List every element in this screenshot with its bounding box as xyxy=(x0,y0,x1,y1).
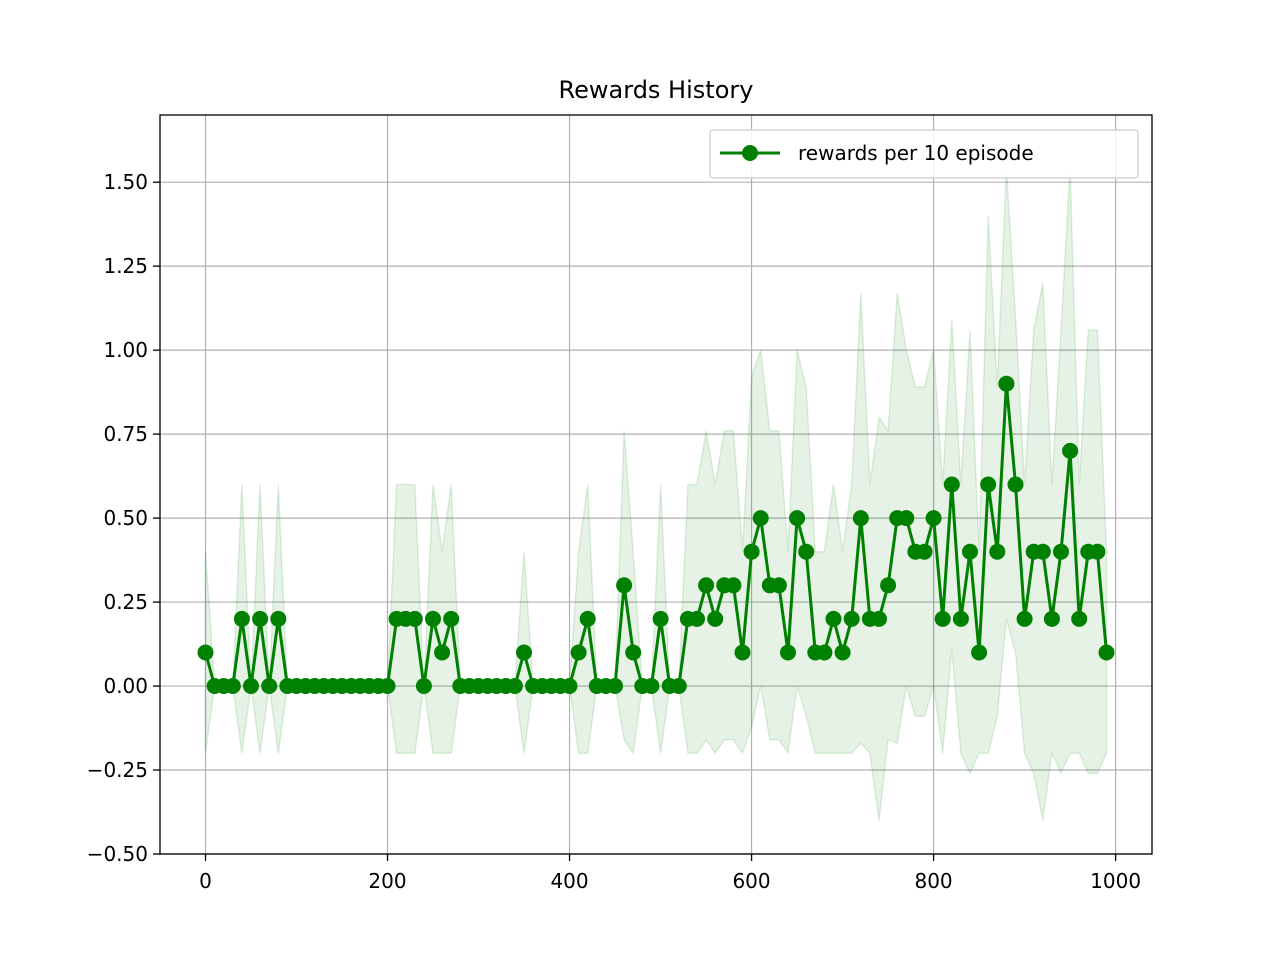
data-point xyxy=(925,510,942,527)
data-point xyxy=(752,510,769,527)
x-tick-label: 600 xyxy=(732,869,770,893)
data-point xyxy=(780,644,796,661)
data-point xyxy=(406,610,423,627)
data-point xyxy=(443,610,460,627)
data-point xyxy=(998,375,1015,392)
data-point xyxy=(233,610,250,627)
data-point xyxy=(725,577,742,594)
y-tick-label: −0.50 xyxy=(87,842,148,866)
data-point xyxy=(989,543,1006,560)
y-tick-label: 0.25 xyxy=(103,590,148,614)
data-point xyxy=(506,678,523,694)
data-point xyxy=(916,543,933,560)
data-point xyxy=(898,510,915,527)
data-point xyxy=(834,644,851,661)
data-point xyxy=(625,644,642,661)
data-point xyxy=(561,678,578,694)
data-point xyxy=(1098,644,1115,661)
data-point xyxy=(962,543,978,560)
chart-title: Rewards History xyxy=(559,76,754,104)
legend-box xyxy=(709,129,1139,179)
x-tick-label: 200 xyxy=(368,869,406,893)
y-tick-label: 0.00 xyxy=(103,674,148,698)
data-point xyxy=(789,510,806,527)
data-point xyxy=(579,610,596,627)
data-point xyxy=(798,543,815,560)
y-tick-label: 1.00 xyxy=(103,338,148,362)
data-point xyxy=(871,610,887,627)
data-point xyxy=(197,644,214,661)
data-point xyxy=(816,644,833,661)
data-point xyxy=(1062,442,1079,459)
data-point xyxy=(1034,543,1051,560)
x-tick-label: 800 xyxy=(914,869,952,893)
data-point xyxy=(652,610,669,627)
y-tick-label: 0.50 xyxy=(103,506,148,530)
data-point xyxy=(707,610,724,627)
data-point xyxy=(770,577,787,594)
data-point xyxy=(852,510,869,527)
data-point xyxy=(270,610,287,627)
y-tick-label: 1.25 xyxy=(103,254,148,278)
data-point xyxy=(734,644,751,661)
y-tick-label: 1.50 xyxy=(103,170,148,194)
data-point xyxy=(1089,543,1106,560)
data-point xyxy=(880,577,897,594)
legend: rewards per 10 episode xyxy=(709,129,1139,179)
data-point xyxy=(379,678,396,694)
data-point xyxy=(1043,610,1060,627)
data-point xyxy=(743,543,760,560)
legend-entry-label: rewards per 10 episode xyxy=(798,141,1034,165)
data-point xyxy=(243,678,259,694)
data-point xyxy=(1071,610,1088,627)
data-point xyxy=(570,644,587,661)
data-point xyxy=(224,678,241,694)
legend-marker-swatch xyxy=(742,145,758,161)
data-point xyxy=(670,678,687,694)
axis-ticks-layer: 0 200 400 600 800 1000 −0.50 −0.25 0.00 0.25 0.50 0… xyxy=(87,170,1141,893)
data-point xyxy=(934,610,951,627)
data-point xyxy=(434,644,451,661)
data-point xyxy=(425,610,441,627)
data-point xyxy=(971,644,988,661)
data-point xyxy=(252,610,269,627)
data-point xyxy=(943,476,960,493)
data-point xyxy=(616,577,633,594)
y-tick-label: −0.25 xyxy=(87,758,148,782)
plot-area-frame xyxy=(159,114,1153,855)
data-point xyxy=(1007,476,1024,493)
x-tick-label: 1000 xyxy=(1090,869,1141,893)
y-tick-label: 0.75 xyxy=(103,422,148,446)
data-point xyxy=(261,678,278,694)
series-points-layer xyxy=(197,375,1115,694)
data-point xyxy=(643,678,660,694)
data-point xyxy=(607,678,623,694)
data-point xyxy=(689,610,705,627)
data-point xyxy=(952,610,969,627)
data-point xyxy=(843,610,860,627)
data-point xyxy=(980,476,997,493)
data-point xyxy=(698,577,715,594)
data-point xyxy=(825,610,842,627)
data-point xyxy=(1053,543,1069,560)
data-point xyxy=(415,678,432,694)
data-point xyxy=(516,644,532,661)
x-tick-label: 400 xyxy=(550,869,588,893)
x-tick-label: 0 xyxy=(199,869,212,893)
data-point xyxy=(1016,610,1033,627)
